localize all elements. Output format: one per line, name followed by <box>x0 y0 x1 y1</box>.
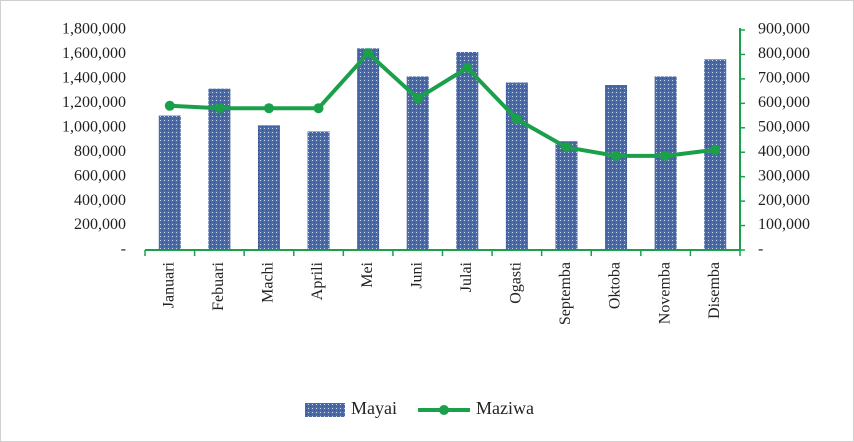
x-tick-label: Machi <box>260 261 277 302</box>
line-marker <box>561 142 572 153</box>
y-tick-label: 1,800,000 <box>62 21 126 38</box>
bar <box>158 115 181 250</box>
x-tick-label: Julai <box>458 261 475 292</box>
line-marker <box>214 103 225 114</box>
x-tick-label: Novemba <box>656 262 673 324</box>
y2-tick-label: 900,000 <box>758 21 810 38</box>
legend-label: Maziwa <box>476 398 534 418</box>
bar <box>555 141 578 250</box>
line <box>169 51 716 158</box>
line-marker <box>462 62 473 73</box>
line-marker <box>660 150 671 161</box>
x-tick-label: Juni <box>408 261 425 288</box>
y-tick-label: 800,000 <box>74 143 126 160</box>
line-marker <box>611 150 622 161</box>
x-tick-label: Septemba <box>557 262 574 325</box>
legend-swatch <box>305 403 345 417</box>
bar <box>505 82 528 250</box>
x-tick-label: Oktoba <box>607 262 624 309</box>
y-tick-label: 200,000 <box>74 216 126 233</box>
bar <box>257 125 280 250</box>
y-tick-label: 1,400,000 <box>62 70 126 87</box>
x-tick-label: Disemba <box>706 262 723 319</box>
y-tick-label: 1,600,000 <box>62 45 126 62</box>
y-tick-label: 1,200,000 <box>62 94 126 111</box>
y2-tick-label: 700,000 <box>758 70 810 87</box>
line-marker <box>263 103 274 114</box>
y-tick-label: 400,000 <box>74 192 126 209</box>
legend-label: Mayai <box>351 398 397 418</box>
y2-tick-label: 300,000 <box>758 167 810 184</box>
bar <box>654 76 677 250</box>
y2-tick-label: 600,000 <box>758 94 810 111</box>
y-tick-label: - <box>121 241 126 258</box>
bar <box>456 52 479 250</box>
x-tick-label: Aprili <box>309 261 326 300</box>
y2-tick-label: 800,000 <box>758 45 810 62</box>
line-marker <box>313 103 324 114</box>
x-tick-label: Mei <box>359 261 376 287</box>
line-marker <box>412 93 423 104</box>
x-tick-label: Ogasti <box>508 261 525 303</box>
line-marker <box>164 100 175 111</box>
y2-tick-label: 400,000 <box>758 143 810 160</box>
y-tick-label: 600,000 <box>74 167 126 184</box>
x-tick-label: Febuari <box>210 261 227 310</box>
y-tick-label: 1,000,000 <box>62 118 126 135</box>
y2-tick-label: - <box>758 241 763 258</box>
y2-tick-label: 100,000 <box>758 216 810 233</box>
bar <box>406 76 429 250</box>
bar <box>357 48 380 251</box>
bar <box>208 88 231 251</box>
y2-tick-label: 200,000 <box>758 192 810 209</box>
line-marker <box>363 48 374 59</box>
y2-tick-label: 500,000 <box>758 118 810 135</box>
x-tick-label: Januari <box>160 261 177 308</box>
legend-swatch-marker <box>439 405 449 415</box>
line-marker <box>710 144 721 155</box>
line-marker <box>511 114 522 125</box>
bar <box>605 85 628 250</box>
bar <box>307 131 330 250</box>
